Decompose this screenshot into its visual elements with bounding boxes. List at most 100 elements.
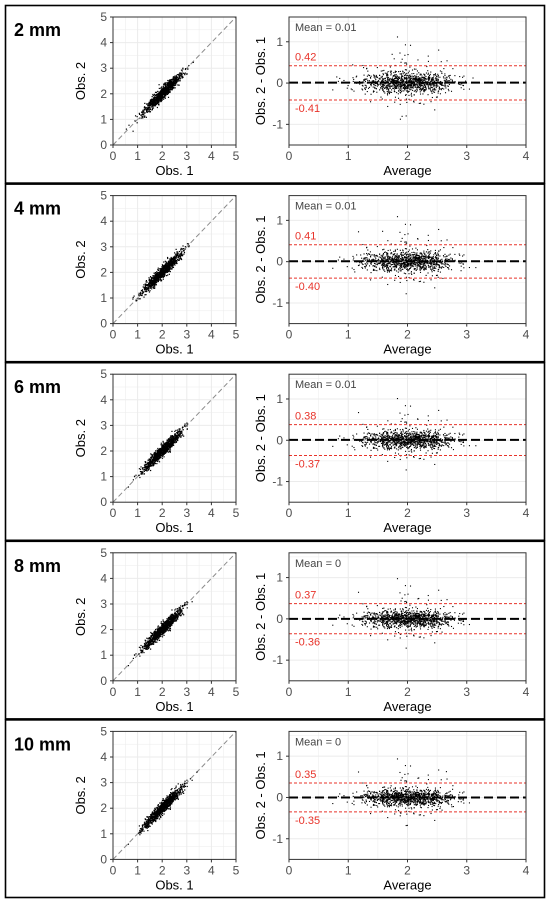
- x-tick-label: 2: [404, 149, 411, 163]
- data-point: [399, 255, 400, 256]
- data-point: [361, 258, 362, 259]
- data-point: [387, 240, 388, 241]
- data-point: [375, 263, 376, 264]
- data-point: [391, 269, 392, 270]
- data-point: [408, 88, 409, 89]
- y-tick-label: 1: [276, 213, 283, 227]
- data-point: [384, 252, 385, 253]
- data-point: [403, 87, 404, 88]
- data-point: [152, 275, 153, 276]
- data-point: [444, 75, 445, 76]
- data-point: [367, 91, 368, 92]
- data-point: [408, 80, 409, 81]
- data-point: [402, 257, 403, 258]
- data-point: [358, 231, 359, 232]
- data-point: [148, 109, 149, 110]
- x-tick-label: 4: [208, 328, 215, 342]
- data-point: [417, 90, 418, 91]
- data-point: [151, 277, 152, 278]
- data-point: [405, 273, 406, 274]
- data-point: [393, 80, 394, 81]
- data-point: [426, 72, 427, 73]
- data-point: [382, 277, 383, 278]
- data-point: [367, 249, 368, 250]
- data-point: [135, 475, 136, 476]
- data-point: [379, 75, 380, 76]
- data-point: [445, 263, 446, 264]
- data-point: [425, 255, 426, 256]
- data-point: [166, 275, 167, 276]
- data-point: [430, 267, 431, 268]
- data-point: [399, 78, 400, 79]
- data-point: [370, 272, 371, 273]
- data-point: [385, 257, 386, 258]
- data-point: [176, 263, 177, 264]
- data-point: [449, 265, 450, 266]
- data-point: [390, 92, 391, 93]
- data-point: [155, 102, 156, 103]
- y-axis-label: Obs. 2 - Obs. 1: [253, 216, 268, 304]
- data-point: [140, 469, 141, 470]
- data-point: [352, 256, 353, 257]
- data-point: [389, 87, 390, 88]
- y-tick-label: 5: [100, 10, 107, 24]
- data-point: [405, 258, 406, 259]
- data-point: [390, 74, 391, 75]
- data-point: [132, 298, 133, 299]
- data-point: [435, 256, 436, 257]
- data-point: [165, 86, 166, 87]
- data-point: [149, 107, 150, 108]
- data-point: [397, 257, 398, 258]
- data-point: [150, 103, 151, 104]
- data-point: [397, 253, 398, 254]
- data-point: [406, 259, 407, 260]
- data-point: [141, 474, 142, 475]
- data-point: [404, 254, 405, 255]
- data-point: [181, 253, 182, 254]
- data-point: [420, 281, 421, 282]
- data-point: [443, 255, 444, 256]
- data-point: [160, 88, 161, 89]
- data-point: [413, 263, 414, 264]
- data-point: [441, 89, 442, 90]
- data-point: [176, 255, 177, 256]
- x-tick-label: 1: [134, 149, 141, 163]
- data-point: [411, 78, 412, 79]
- data-point: [374, 263, 375, 264]
- data-point: [140, 294, 141, 295]
- data-point: [163, 84, 164, 85]
- data-point: [148, 288, 149, 289]
- mean-label: Mean = 0.01: [295, 201, 356, 213]
- data-point: [459, 84, 460, 85]
- data-point: [338, 259, 339, 260]
- data-point: [150, 100, 151, 101]
- data-point: [410, 255, 411, 256]
- data-point: [438, 271, 439, 272]
- data-point: [173, 265, 174, 266]
- data-point: [367, 80, 368, 81]
- data-point: [415, 81, 416, 82]
- data-point: [459, 262, 460, 263]
- data-point: [379, 78, 380, 79]
- data-point: [400, 282, 401, 283]
- data-point: [151, 99, 152, 100]
- data-point: [338, 81, 339, 82]
- data-point: [157, 107, 158, 108]
- data-point: [401, 76, 402, 77]
- data-point: [436, 76, 437, 77]
- data-point: [431, 87, 432, 88]
- data-point: [180, 249, 181, 250]
- data-point: [425, 262, 426, 263]
- data-point: [373, 74, 374, 75]
- data-point: [369, 254, 370, 255]
- data-point: [403, 80, 404, 81]
- data-point: [370, 94, 371, 95]
- data-point: [417, 249, 418, 250]
- data-point: [415, 256, 416, 257]
- data-point: [434, 287, 435, 288]
- data-point: [430, 86, 431, 87]
- data-point: [167, 274, 168, 275]
- data-point: [138, 298, 139, 299]
- lower-limit-label: -0.41: [295, 103, 320, 115]
